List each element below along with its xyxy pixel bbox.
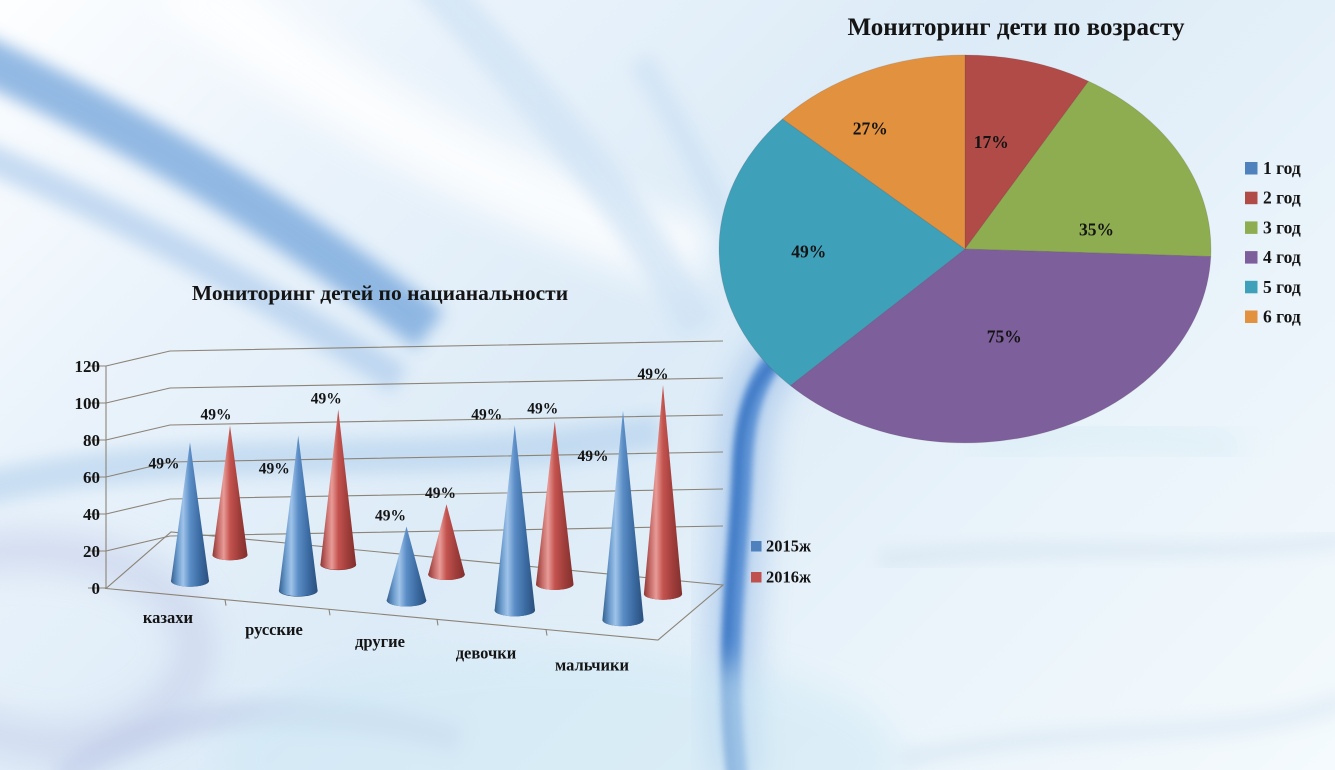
value-axis-label: 20 [83, 542, 100, 561]
category-label: казахи [143, 608, 194, 627]
value-axis-label: 60 [83, 468, 100, 487]
pie-legend-label: 2 год [1263, 188, 1301, 208]
category-axis-tick [545, 629, 548, 636]
cone-2015 [602, 410, 644, 627]
pie-legend-swatch [1245, 162, 1258, 175]
pie-legend-label: 1 год [1263, 158, 1301, 178]
cone-legend-label: 2015ж [766, 537, 811, 556]
cone-data-labels: 49% 49% 49% 49% 49% 49% 49% 49% 49% 49% [149, 366, 669, 525]
pie-legend-label: 6 год [1263, 307, 1301, 327]
pie-slice-label: 49% [791, 242, 826, 262]
category-label: девочки [456, 644, 517, 663]
cone-data-label: 49% [578, 448, 609, 465]
value-axis-label: 40 [83, 505, 100, 524]
category-label: русские [245, 620, 303, 639]
cone-legend: 2015ж 2016ж [751, 537, 811, 587]
pie-legend-label: 5 год [1263, 277, 1301, 297]
cone-axes [88, 365, 725, 641]
cone-2016 [320, 409, 357, 570]
pie-data-labels: 17% 35% 75% 49% 27% [791, 118, 1114, 346]
grid-line [105, 377, 724, 404]
cone-data-label: 49% [638, 366, 669, 383]
pie-legend-swatch [1245, 310, 1258, 323]
cone-value-axis-labels: 0 20 40 60 80 100 120 [75, 357, 101, 598]
cone-data-label: 49% [527, 400, 558, 417]
value-axis-label: 120 [75, 357, 101, 376]
cone-2016 [536, 421, 574, 590]
cone-data-label: 49% [311, 390, 342, 407]
grid-line [105, 414, 724, 441]
grid-line [105, 451, 724, 478]
cone-2016 [212, 425, 248, 561]
pie-legend-swatch [1245, 280, 1258, 294]
cone-data-label: 49% [375, 508, 406, 525]
cone-chart-title: Мониторинг детей по нацианальности [192, 281, 568, 305]
pie-legend-swatch [1245, 251, 1258, 264]
cone-data-label: 49% [259, 460, 290, 477]
cone-2015 [494, 425, 535, 617]
pie-slice-label: 27% [853, 118, 888, 138]
cone-series [171, 384, 683, 627]
cone-data-label: 49% [149, 455, 180, 472]
category-label: другие [355, 632, 405, 651]
cone-data-label: 49% [471, 406, 502, 423]
floor-outline [104, 531, 725, 641]
value-axis-label: 80 [83, 431, 100, 450]
category-axis-tick [436, 619, 439, 626]
value-axis-label: 0 [92, 579, 101, 598]
grid-line [105, 340, 724, 367]
pie-legend-label: 4 год [1263, 247, 1301, 267]
pie-slice [718, 118, 966, 387]
grid-line [105, 488, 724, 515]
pie-slice [964, 54, 1090, 251]
pie-legend-swatch [1245, 191, 1258, 205]
cone-data-label: 49% [425, 485, 456, 502]
cone-gridlines [105, 340, 724, 552]
pie-legend: 1 год 2 год 3 год 4 год 5 год 6 год [1245, 158, 1301, 327]
pie-slice [789, 248, 1212, 444]
value-axis-label: 100 [75, 394, 101, 413]
cone-2015 [386, 526, 427, 607]
pie-chart: Мониторинг дети по возрасту 17% 35% 75% 49%… [718, 14, 1301, 444]
pie-slice [781, 54, 966, 250]
cone-legend-swatch [751, 541, 762, 552]
cone-data-label: 49% [201, 407, 232, 424]
pie-slice-label: 75% [987, 327, 1022, 347]
category-axis-tick [328, 609, 331, 616]
pie-legend-swatch [1245, 221, 1258, 234]
cone-2015 [171, 442, 209, 587]
cone-2016 [643, 384, 683, 600]
cone-2016 [428, 504, 465, 580]
cone-category-labels: казахи русские другие девочки мальчики [143, 608, 630, 675]
pie-slice-label: 35% [1079, 219, 1114, 239]
grid-line [105, 525, 724, 552]
pie-slice [964, 80, 1212, 257]
pie-slices [718, 54, 1212, 444]
cone-legend-label: 2016ж [766, 568, 811, 587]
cone-chart: Мониторинг детей по нацианальности 0 20 40… [75, 281, 812, 675]
category-axis-tick [224, 599, 227, 606]
pie-chart-title: Мониторинг дети по возрасту [848, 14, 1185, 41]
pie-slice-label: 17% [974, 132, 1009, 152]
pie-legend-label: 3 год [1263, 217, 1301, 237]
cone-legend-swatch [751, 572, 762, 583]
cone-2015 [278, 435, 318, 597]
category-label: мальчики [555, 656, 630, 675]
